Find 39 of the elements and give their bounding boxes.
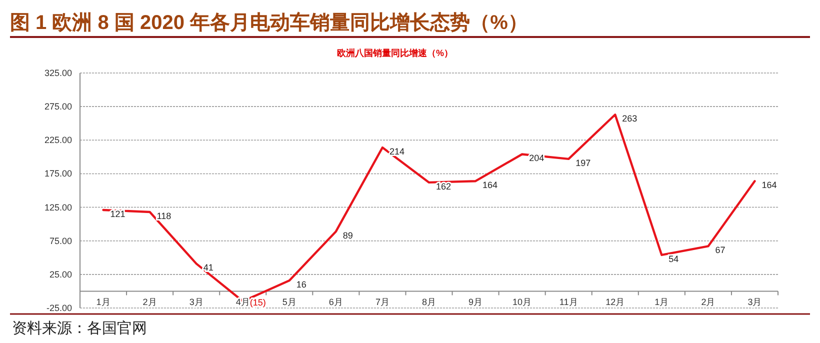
data-label: 214 [389,146,404,157]
x-tick-label: 6月 [328,297,343,307]
y-tick-label: -25.00 [46,303,72,313]
x-tick-label: 8月 [422,297,436,307]
chart-title: 图 1 欧洲 8 国 2020 年各月电动车销量同比增长态势（%） [10,11,528,34]
x-tick-label: 9月 [468,297,483,307]
data-label: 41 [203,262,214,273]
data-label: 89 [342,230,353,240]
data-label: 67 [715,245,726,256]
data-label: 54 [668,254,679,264]
x-tick-label: 10月 [512,297,532,307]
y-tick-label: 325.00 [44,68,72,78]
y-tick-label: 175.00 [44,168,72,179]
x-tick-label: 1月 [96,297,110,307]
x-tick-label: 12月 [606,297,625,307]
y-tick-label: 225.00 [44,135,72,146]
x-tick-label: 11月 [559,297,578,307]
x-tick-label: 2月 [701,297,716,307]
data-label: (15) [250,297,266,308]
data-label: 263 [622,114,638,124]
x-tick-label: 3月 [748,297,762,307]
data-label: 118 [156,210,172,221]
data-label: 121 [110,208,126,219]
data-label: 164 [762,180,777,190]
x-tick-label: 2月 [142,297,157,307]
x-tick-label: 3月 [189,297,204,307]
y-tick-label: 125.00 [44,202,72,212]
x-tick-label: 7月 [375,297,390,307]
y-tick-label: 275.00 [44,102,72,112]
data-label: 197 [576,158,591,168]
chart-subtitle: 欧洲八国销量同比增速（%） [336,48,454,58]
y-tick-label: 25.00 [49,269,72,280]
x-tick-label: 1月 [654,297,669,307]
data-label: 16 [296,279,306,290]
data-label: 164 [482,180,498,190]
x-tick-label: 5月 [282,297,296,307]
y-tick-label: 75.00 [49,236,72,246]
data-label: 162 [436,181,452,192]
text: 资料来源：各国官网 [12,319,147,337]
